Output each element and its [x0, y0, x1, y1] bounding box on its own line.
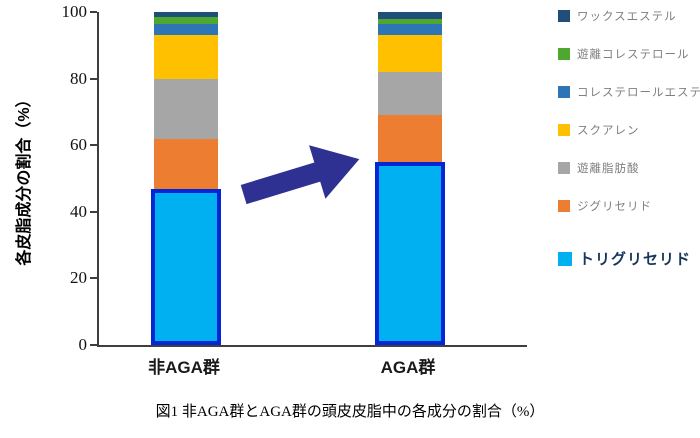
- legend-label: トリグリセリド: [579, 251, 692, 268]
- legend: ワックスエステル遊離コレステロールコレステロールエステルスクアレン遊離脂肪酸ジグ…: [558, 8, 700, 269]
- legend-swatch-icon: [558, 251, 572, 266]
- legend-label: 遊離脂肪酸: [577, 163, 640, 175]
- bar-segment: [154, 35, 218, 79]
- bar-segment: [378, 12, 442, 19]
- y-axis-title: 各皮脂成分の割合（%）: [16, 91, 33, 266]
- legend-item: ジグリセリド: [558, 198, 700, 214]
- bar-segment: [154, 138, 218, 189]
- legend-item: ワックスエステル: [558, 8, 700, 24]
- legend-item: 遊離コレステロール: [558, 46, 700, 62]
- legend-label: スクアレン: [577, 125, 640, 137]
- y-tick-label: 60: [70, 135, 87, 155]
- legend-item: スクアレン: [558, 122, 700, 138]
- y-tick-mark: [90, 344, 97, 346]
- legend-swatch-icon: [558, 86, 570, 98]
- y-tick-label: 100: [61, 2, 88, 21]
- legend-label: 遊離コレステロール: [577, 49, 690, 61]
- bar-segment: [378, 115, 442, 162]
- y-tick-label: 40: [70, 201, 87, 221]
- y-tick-mark: [90, 277, 97, 280]
- y-tick-label: 0: [78, 335, 88, 354]
- y-tick-label: 20: [70, 268, 87, 288]
- y-tick-mark: [90, 144, 97, 147]
- y-tick-mark: [90, 77, 97, 80]
- x-axis-label: 非AGA群: [148, 358, 220, 377]
- stacked-bar-aga: [375, 12, 445, 345]
- legend-swatch-icon: [558, 124, 570, 136]
- legend-swatch-icon: [558, 200, 570, 212]
- y-tick-mark: [90, 11, 97, 13]
- legend-swatch-icon: [558, 10, 570, 22]
- legend-item: トリグリセリド: [558, 248, 700, 269]
- bar-segment: [375, 161, 445, 345]
- legend-label: ワックスエステル: [577, 11, 677, 23]
- plot-area: 0 20 40 60 80 100: [62, 2, 527, 354]
- y-tick-label: 80: [70, 68, 87, 88]
- increase-arrow: [240, 145, 360, 205]
- bar-segment: [378, 18, 442, 24]
- bar-segment: [378, 35, 442, 72]
- y-tick-mark: [90, 210, 97, 213]
- bar-segment: [154, 12, 218, 18]
- bar-segment: [154, 17, 218, 24]
- x-axis-label: AGA群: [380, 358, 436, 377]
- legend-item: コレステロールエステル: [558, 84, 700, 100]
- figure-caption: 図1 非AGA群とAGA群の頭皮皮脂中の各成分の割合（%）: [155, 404, 545, 420]
- bar-segment: [378, 23, 442, 36]
- stacked-bar-non-aga: [151, 12, 221, 345]
- legend-label: コレステロールエステル: [577, 87, 700, 99]
- bar-segment: [154, 78, 218, 139]
- bar-segment: [378, 71, 442, 116]
- bar-segment: [151, 188, 221, 345]
- legend-label: ジグリセリド: [577, 201, 652, 213]
- legend-swatch-icon: [558, 162, 570, 174]
- legend-swatch-icon: [558, 48, 570, 60]
- bar-segment: [154, 23, 218, 36]
- legend-item: 遊離脂肪酸: [558, 160, 700, 176]
